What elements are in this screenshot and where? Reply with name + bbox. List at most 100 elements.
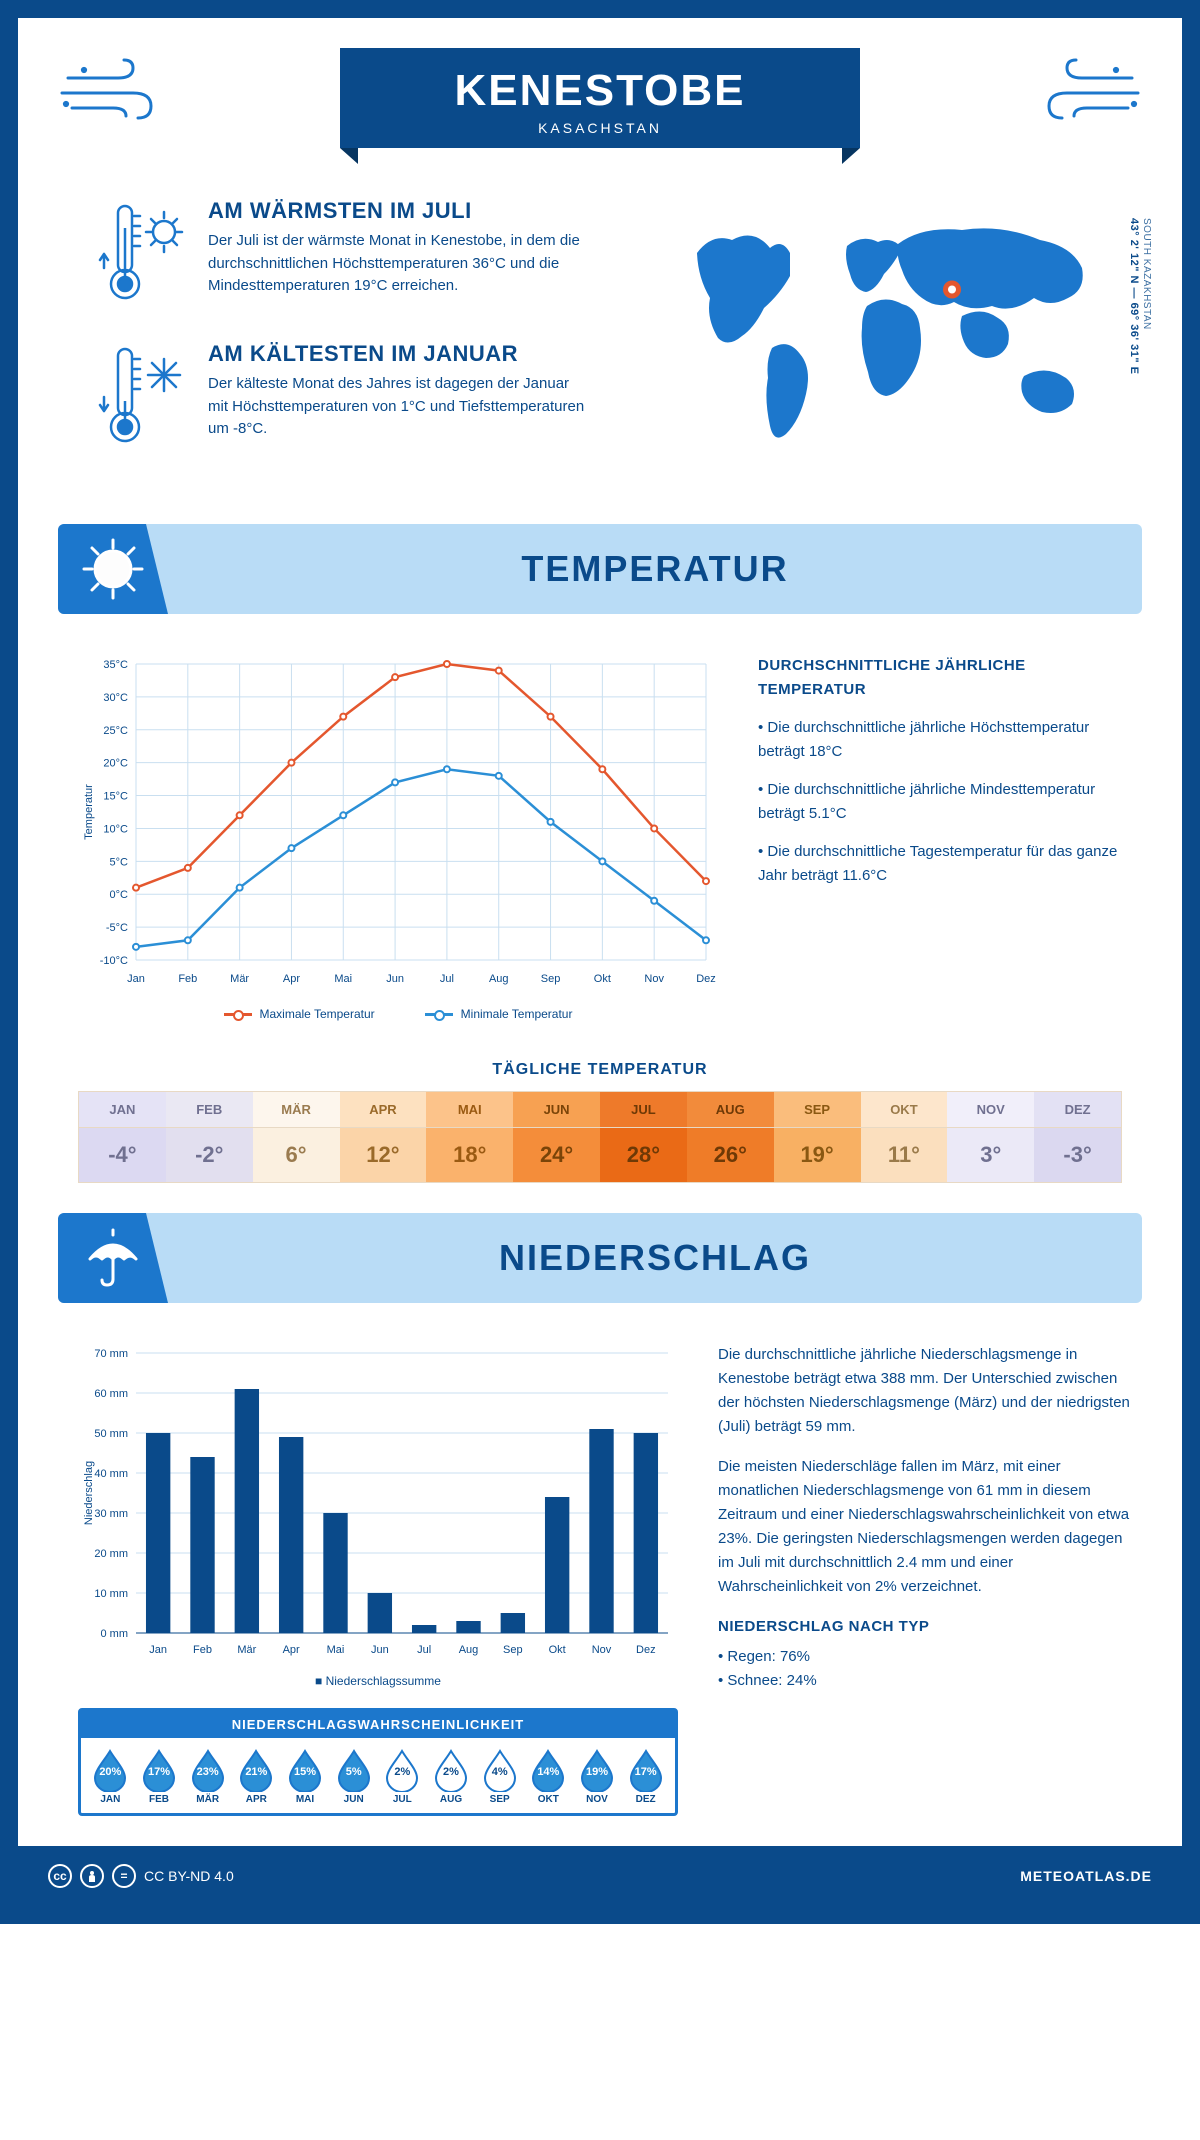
avg-temp-bullet: • Die durchschnittliche jährliche Höchst… [758,716,1138,764]
daily-temp-grid: JANFEBMÄRAPRMAIJUNJULAUGSEPOKTNOVDEZ-4°-… [78,1091,1122,1183]
svg-text:5°C: 5°C [110,856,129,868]
prob-cell: 2% JUL [379,1748,426,1805]
daily-value: 26° [687,1128,774,1182]
page-title: KENESTOBE [340,66,860,116]
daily-value: 6° [253,1128,340,1182]
precip-chart: 0 mm10 mm20 mm30 mm40 mm50 mm60 mm70 mmN… [78,1343,678,1663]
svg-text:Mär: Mär [230,973,249,985]
precip-paragraph: Die durchschnittliche jährliche Niedersc… [718,1343,1138,1439]
daily-month: APR [340,1092,427,1128]
svg-text:60 mm: 60 mm [94,1388,128,1400]
intro-row: AM WÄRMSTEN IM JULI Der Juli ist der wär… [18,168,1182,514]
daily-value: 12° [340,1128,427,1182]
svg-text:Sep: Sep [541,973,561,985]
svg-text:Nov: Nov [592,1644,612,1656]
precip-right-col: Die durchschnittliche jährliche Niedersc… [718,1343,1138,1816]
svg-text:Jan: Jan [149,1644,167,1656]
svg-text:50 mm: 50 mm [94,1428,128,1440]
title-banner: KENESTOBE KASACHSTAN [340,48,860,148]
svg-text:10°C: 10°C [103,823,128,835]
precip-paragraph: Die meisten Niederschläge fallen im März… [718,1455,1138,1599]
svg-text:0 mm: 0 mm [101,1628,129,1640]
svg-text:Feb: Feb [193,1644,212,1656]
svg-text:Jul: Jul [417,1644,431,1656]
raindrop-icon: 19% [578,1748,616,1792]
svg-text:Niederschlag: Niederschlag [83,1461,95,1525]
precip-body: 0 mm10 mm20 mm30 mm40 mm50 mm60 mm70 mmN… [18,1323,1182,1826]
svg-text:25°C: 25°C [103,725,128,737]
site-name: METEOATLAS.DE [1020,1868,1152,1884]
lon: 69° 36' 31" E [1128,303,1140,375]
svg-text:Dez: Dez [696,973,716,985]
svg-text:15°C: 15°C [103,791,128,803]
daily-month: DEZ [1034,1092,1121,1128]
prob-cell: 17% FEB [136,1748,183,1805]
precip-left-col: 0 mm10 mm20 mm30 mm40 mm50 mm60 mm70 mmN… [78,1343,678,1816]
prob-cell: 2% AUG [428,1748,475,1805]
raindrop-icon: 20% [91,1748,129,1792]
warmest-text: Der Juli ist der wärmste Monat in Kenest… [208,230,588,298]
daily-month: AUG [687,1092,774,1128]
wind-icon [1032,58,1142,133]
svg-text:Mai: Mai [334,973,352,985]
svg-text:Jun: Jun [386,973,404,985]
precip-legend: Niederschlagssumme [78,1674,678,1688]
by-icon [80,1864,104,1888]
temperature-title: TEMPERATUR [168,548,1142,590]
svg-text:Sep: Sep [503,1644,523,1656]
region-label: SOUTH KAZAKHSTAN [1141,218,1152,330]
daily-value: 28° [600,1128,687,1182]
header: KENESTOBE KASACHSTAN [18,18,1182,168]
svg-text:Okt: Okt [594,973,611,985]
raindrop-icon: 14% [529,1748,567,1792]
precip-probability-box: NIEDERSCHLAGSWAHRSCHEINLICHKEIT 20% JAN … [78,1708,678,1816]
raindrop-icon: 21% [237,1748,275,1792]
raindrop-icon: 5% [335,1748,373,1792]
warmest-block: AM WÄRMSTEN IM JULI Der Juli ist der wär… [98,198,632,313]
svg-text:0°C: 0°C [110,889,129,901]
prob-cell: 21% APR [233,1748,280,1805]
raindrop-icon: 4% [481,1748,519,1792]
thermometer-snow-icon [98,341,188,456]
umbrella-icon [58,1213,168,1303]
temperature-chart: -10°C-5°C0°C5°C10°C15°C20°C25°C30°C35°CJ… [78,654,718,1021]
raindrop-icon: 23% [189,1748,227,1792]
daily-month: MÄR [253,1092,340,1128]
svg-text:-10°C: -10°C [100,955,128,967]
svg-text:-5°C: -5°C [106,922,128,934]
map-col: SOUTH KAZAKHSTAN 43° 2' 12" N — 69° 36' … [662,198,1142,484]
prob-cell: 4% SEP [476,1748,523,1805]
svg-text:20 mm: 20 mm [94,1548,128,1560]
daily-value: -3° [1034,1128,1121,1182]
legend-min: Minimale Temperatur [461,1007,573,1021]
coldest-text: Der kälteste Monat des Jahres ist dagege… [208,373,588,441]
daily-value: -4° [79,1128,166,1182]
svg-text:Nov: Nov [644,973,664,985]
precip-type-item: • Regen: 76% [718,1645,1138,1669]
daily-value: 18° [426,1128,513,1182]
world-map [662,198,1102,458]
wind-icon [58,58,168,133]
map-pin-icon [940,277,964,306]
warmest-heading: AM WÄRMSTEN IM JULI [208,198,588,224]
coldest-heading: AM KÄLTESTEN IM JANUAR [208,341,588,367]
sun-icon [58,524,168,614]
daily-month: JAN [79,1092,166,1128]
precip-type-heading: NIEDERSCHLAG NACH TYP [718,1615,1138,1639]
svg-text:10 mm: 10 mm [94,1588,128,1600]
raindrop-icon: 2% [432,1748,470,1792]
daily-month: JUN [513,1092,600,1128]
svg-text:Jun: Jun [371,1644,389,1656]
prob-cell: 15% MAI [282,1748,329,1805]
legend-max: Maximale Temperatur [260,1007,375,1021]
svg-text:Mär: Mär [237,1644,256,1656]
svg-text:70 mm: 70 mm [94,1348,128,1360]
raindrop-icon: 17% [627,1748,665,1792]
svg-text:20°C: 20°C [103,758,128,770]
daily-month: JUL [600,1092,687,1128]
svg-text:Apr: Apr [283,1644,300,1656]
lat: 43° 2' 12" N [1128,218,1140,284]
license-text: CC BY-ND 4.0 [144,1868,234,1884]
temperature-section-bar: TEMPERATUR [58,524,1142,614]
raindrop-icon: 17% [140,1748,178,1792]
